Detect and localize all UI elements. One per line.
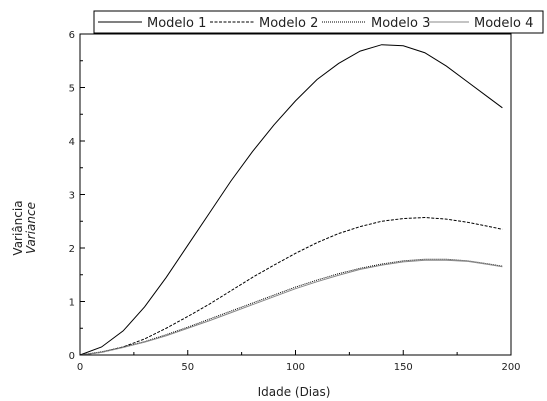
y-tick-label: 1 bbox=[69, 298, 75, 309]
y-tick-label: 6 bbox=[69, 30, 75, 41]
y-axis-label-secondary: Variance bbox=[24, 202, 38, 254]
legend-label-modelo-3: Modelo 3 bbox=[371, 16, 430, 31]
x-tick-label: 50 bbox=[181, 362, 194, 373]
series-line-modelo-4 bbox=[79, 259, 503, 356]
series-line-modelo-2 bbox=[79, 217, 503, 356]
x-tick-label: 150 bbox=[394, 362, 413, 373]
y-tick-label: 4 bbox=[69, 137, 75, 148]
y-axis-title: Variância Variance bbox=[11, 200, 38, 255]
y-tick-label: 5 bbox=[69, 84, 75, 95]
x-tick-label: 0 bbox=[77, 362, 83, 373]
series-lines bbox=[79, 44, 503, 356]
series-line-modelo-1 bbox=[79, 44, 503, 356]
legend-label-modelo-1: Modelo 1 bbox=[147, 16, 206, 31]
y-tick-label: 3 bbox=[69, 191, 75, 202]
axis-ticks: 0 50 100 150 200 0 1 2 3 4 5 6 bbox=[69, 30, 521, 373]
legend-label-modelo-2: Modelo 2 bbox=[259, 16, 318, 31]
y-tick-label: 0 bbox=[69, 351, 75, 362]
series-line-modelo-3 bbox=[79, 258, 503, 356]
plot-frame bbox=[79, 33, 512, 356]
y-tick-label: 2 bbox=[69, 244, 75, 255]
y-axis-label: Variância bbox=[11, 200, 25, 255]
legend: Modelo 1 Modelo 2 Modelo 3 Modelo 4 bbox=[93, 10, 544, 34]
x-tick-label: 100 bbox=[286, 362, 305, 373]
legend-box bbox=[93, 10, 544, 34]
legend-label-modelo-4: Modelo 4 bbox=[474, 16, 533, 31]
x-tick-label: 200 bbox=[501, 362, 520, 373]
x-axis-label: Idade (Dias) bbox=[258, 385, 331, 399]
